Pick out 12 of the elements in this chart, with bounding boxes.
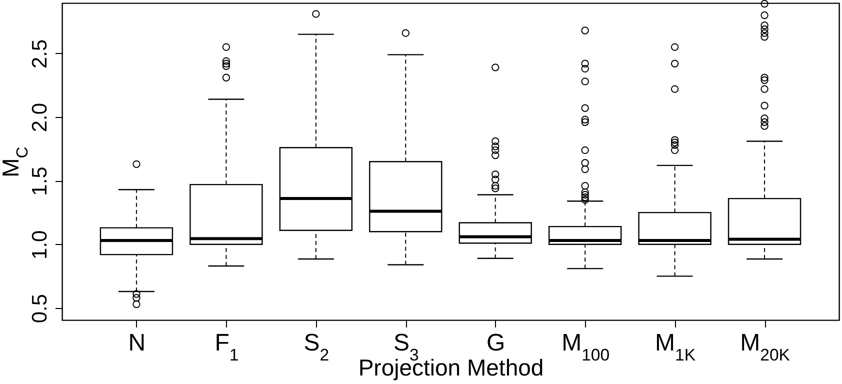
y-tick-label: 0.5 <box>28 294 52 324</box>
x-tick-label: G <box>486 330 506 356</box>
x-tick-label: F$_{1}$ <box>214 330 239 364</box>
x-tick-label: M$_{20K}$ <box>740 330 790 364</box>
y-tick-label: 2.0 <box>28 102 52 132</box>
x-tick-label: M$_{100}$ <box>562 330 610 364</box>
y-tick-label: 2.5 <box>28 39 52 69</box>
x-tick-label: S$_{2}$ <box>304 330 330 364</box>
x-tick-label: N <box>128 330 146 356</box>
y-tick-label: 1.5 <box>28 166 52 196</box>
y-tick-label: 1.0 <box>28 230 52 260</box>
x-tick-label: M$_{1K}$ <box>655 330 696 364</box>
